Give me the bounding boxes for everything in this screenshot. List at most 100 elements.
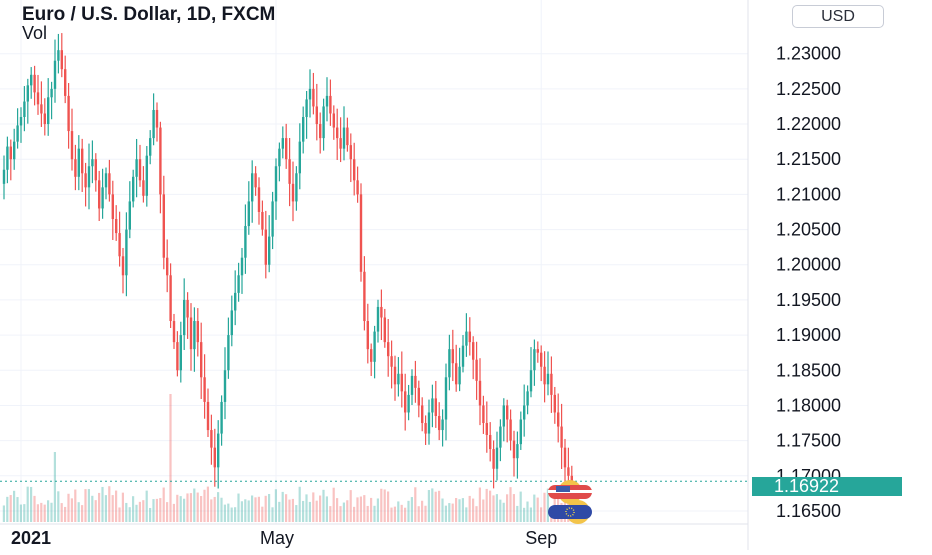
volume-bar: [397, 501, 400, 522]
volume-bar: [526, 501, 529, 522]
candle-body: [342, 127, 346, 149]
candle-body: [523, 405, 526, 420]
candle-body: [47, 97, 50, 125]
candle-body: [36, 92, 40, 105]
candle-body: [563, 447, 567, 468]
candle-body: [414, 375, 417, 388]
volume-bar: [70, 498, 73, 522]
volume-bar: [370, 497, 373, 522]
price-tick-label: 1.19500: [776, 290, 841, 310]
volume-bar: [353, 506, 356, 522]
candle-body: [108, 173, 111, 195]
candle-body: [434, 398, 437, 416]
volume-bar: [186, 493, 189, 522]
volume-bar: [349, 490, 352, 522]
candle-body: [67, 95, 70, 132]
volume-label[interactable]: Vol: [22, 23, 48, 43]
candle-body: [308, 88, 312, 100]
volume-bar: [543, 492, 546, 522]
volume-bar: [67, 493, 70, 522]
candle-body: [489, 434, 492, 450]
candle-body: [298, 141, 301, 174]
candle-body: [183, 299, 186, 336]
candle-body: [271, 201, 274, 237]
candle-body: [465, 331, 468, 346]
volume-bar: [465, 507, 468, 522]
candle-body: [50, 88, 53, 98]
candle-body: [499, 426, 502, 448]
volume-bar: [217, 492, 220, 522]
candle-body: [567, 467, 570, 476]
candle-body: [128, 201, 131, 230]
volume-bar: [356, 497, 359, 522]
us-flag-icon[interactable]: [548, 480, 592, 504]
volume-bar: [305, 494, 308, 522]
candle-body: [196, 321, 199, 343]
volume-bar: [183, 498, 186, 522]
volume-bar: [455, 498, 458, 522]
volume-bar: [128, 507, 131, 522]
candle-body: [339, 138, 342, 149]
price-tick-label: 1.18000: [776, 395, 841, 415]
volume-bar: [295, 505, 298, 522]
candle-body: [397, 373, 400, 385]
candle-body: [98, 180, 101, 209]
candle-body: [346, 127, 349, 146]
volume-bar: [410, 497, 413, 522]
volume-bar: [84, 489, 87, 522]
volume-bar: [23, 504, 26, 522]
volume-bar: [519, 491, 522, 522]
candle-body: [461, 345, 465, 367]
candle-body: [502, 405, 505, 427]
volume-bar: [142, 500, 145, 522]
last-price-badge: 1.16922: [752, 477, 902, 496]
candle-body: [257, 187, 261, 212]
eu-flag-icon[interactable]: [548, 500, 592, 524]
volume-bar: [281, 491, 284, 522]
volume-bar: [315, 500, 318, 522]
candle-body: [274, 166, 278, 202]
volume-bar: [257, 496, 260, 522]
candle-body: [210, 430, 213, 448]
volume-bar: [271, 507, 274, 522]
candle-body: [455, 363, 458, 385]
candle-body: [145, 155, 148, 196]
volume-bar: [383, 489, 386, 522]
volume-bar: [152, 499, 155, 522]
volume-bar: [155, 498, 158, 522]
price-axis[interactable]: 1.23000 1.22500 1.22000 1.21500 1.21000 1.205…: [776, 44, 841, 521]
volume-bar: [247, 500, 250, 522]
currency-button[interactable]: USD: [792, 5, 884, 28]
candle-body: [2, 169, 6, 184]
volume-bar: [489, 490, 492, 522]
candle-body: [451, 349, 454, 364]
volume-bar: [81, 505, 84, 522]
volume-bar: [193, 488, 196, 522]
price-tick-label: 1.18500: [776, 360, 841, 380]
volume-bar: [339, 506, 342, 522]
volume-bar: [312, 492, 315, 522]
candle-body: [172, 321, 176, 343]
candle-body: [336, 127, 339, 139]
price-tick-label: 1.20500: [776, 220, 841, 240]
volume-bar: [502, 502, 505, 522]
volume-bar: [125, 502, 128, 522]
price-tick-label: 1.21500: [776, 149, 841, 169]
time-axis[interactable]: 2021 May Sep: [11, 528, 557, 548]
volume-bar: [325, 496, 328, 522]
candle-body: [441, 419, 444, 431]
volume-bar: [230, 507, 233, 522]
candle-body: [33, 74, 36, 93]
volume-bar: [444, 505, 447, 522]
volume-bar: [138, 501, 141, 522]
volume-bar: [516, 505, 519, 522]
volume-bar: [533, 494, 536, 522]
candle-body: [468, 331, 471, 343]
chart-title[interactable]: Euro / U.S. Dollar, 1D, FXCM: [22, 4, 276, 25]
candle-body: [16, 125, 19, 142]
candle-body: [349, 145, 352, 160]
volume-bar: [319, 495, 322, 522]
volume-bar: [298, 486, 301, 522]
